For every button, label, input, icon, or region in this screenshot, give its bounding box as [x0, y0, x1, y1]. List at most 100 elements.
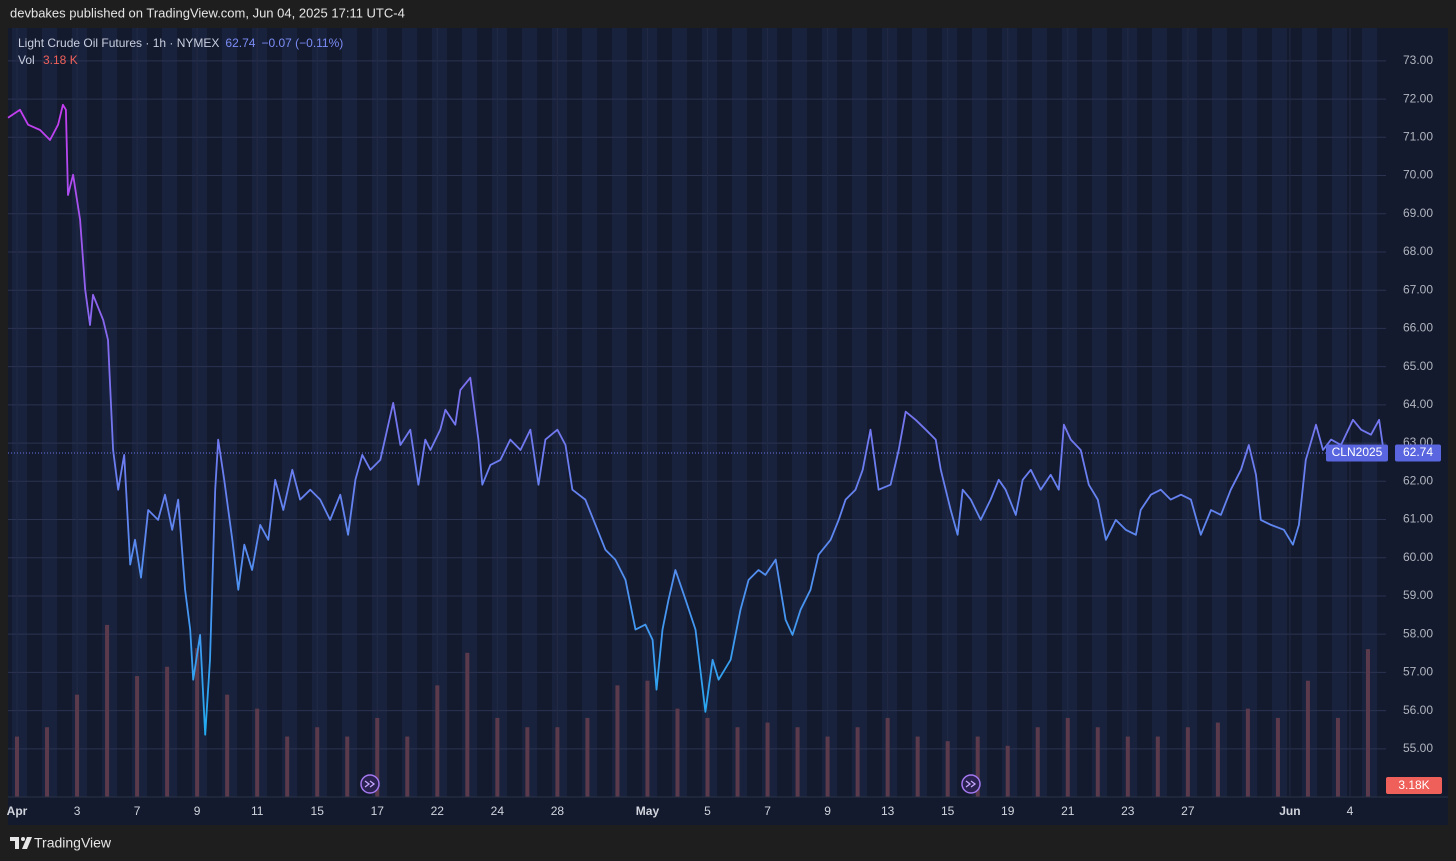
y-tick-label: 73.00 — [1403, 53, 1433, 67]
footer-brand: TradingView — [34, 835, 112, 851]
y-tick-label: 60.00 — [1403, 550, 1433, 564]
volume-bar — [1335, 717, 1340, 797]
x-tick-label: 19 — [1001, 804, 1015, 818]
volume-bar — [165, 666, 170, 797]
symbol-badge-bg — [1326, 444, 1388, 462]
volume-value: 3.18 K — [43, 53, 78, 67]
x-tick-label: 9 — [824, 804, 831, 818]
x-tick-label: 23 — [1121, 804, 1135, 818]
y-tick-label: 71.00 — [1403, 129, 1433, 143]
x-tick-label: 22 — [431, 804, 445, 818]
volume-bar — [225, 694, 230, 797]
x-tick-label: 7 — [764, 804, 771, 818]
x-tick-label: May — [636, 804, 660, 818]
volume-bar — [525, 727, 530, 797]
publish-title: devbakes published on TradingView.com, J… — [10, 5, 405, 20]
volume-bar — [1245, 708, 1250, 797]
event-icon — [360, 774, 380, 794]
volume-bar — [135, 676, 140, 797]
symbol-title: Light Crude Oil Futures · 1h · NYMEX — [18, 36, 219, 50]
volume-bar — [885, 717, 890, 797]
volume-bar — [465, 652, 470, 797]
symbol-badge: CLN2025 — [1332, 445, 1383, 459]
x-tick-label: 13 — [881, 804, 895, 818]
x-tick-label: 3 — [74, 804, 81, 818]
volume-bar — [1005, 745, 1010, 797]
volume-bar — [1125, 736, 1130, 797]
volume-bar — [255, 708, 260, 797]
y-tick-label: 66.00 — [1403, 321, 1433, 335]
volume-bar — [1365, 649, 1370, 797]
volume-bar — [1155, 736, 1160, 797]
volume-bar — [765, 722, 770, 797]
volume-bar — [405, 736, 410, 797]
price-change: −0.07 (−0.11%) — [261, 36, 343, 50]
volume-bar — [915, 736, 920, 797]
y-tick-label: 55.00 — [1403, 741, 1433, 755]
volume-bar — [1095, 727, 1100, 797]
footer — [0, 825, 1456, 861]
y-tick-label: 56.00 — [1403, 703, 1433, 717]
volume-bar — [825, 736, 830, 797]
volume-bar — [945, 741, 950, 797]
y-tick-label: 67.00 — [1403, 282, 1433, 296]
volume-bar — [735, 727, 740, 797]
x-tick-label: 27 — [1181, 804, 1195, 818]
x-tick-label: 5 — [704, 804, 711, 818]
x-tick-label: 15 — [941, 804, 955, 818]
volume-bar — [15, 736, 20, 797]
x-tick-label: 21 — [1061, 804, 1075, 818]
y-tick-label: 70.00 — [1403, 168, 1433, 182]
volume-bar — [495, 717, 500, 797]
volume-bar — [555, 727, 560, 797]
volume-bar — [615, 685, 620, 797]
y-tick-label: 57.00 — [1403, 665, 1433, 679]
x-tick-label: Apr — [7, 804, 28, 818]
session-bands — [12, 28, 1377, 797]
volume-badge-bg — [1386, 777, 1442, 794]
volume-bar — [1305, 680, 1310, 797]
volume-bar — [1035, 727, 1040, 797]
y-tick-label: 58.00 — [1403, 626, 1433, 640]
volume-bar — [195, 648, 200, 797]
volume-bar — [75, 694, 80, 797]
x-tick-label: 7 — [134, 804, 141, 818]
tradingview-logo — [10, 837, 32, 849]
chart-panel — [8, 28, 1448, 825]
y-tick-label: 65.00 — [1403, 359, 1433, 373]
volume-bar — [1065, 717, 1070, 797]
last-price-badge-bg — [1395, 444, 1441, 462]
x-tick-label: Jun — [1279, 804, 1300, 818]
volume-bar — [705, 717, 710, 797]
y-tick-label: 59.00 — [1403, 588, 1433, 602]
volume-bar — [585, 717, 590, 797]
volume-bar — [45, 727, 50, 797]
volume-bar — [1215, 722, 1220, 797]
x-tick-label: 24 — [491, 804, 505, 818]
x-tick-label: 17 — [371, 804, 385, 818]
volume-bar — [435, 685, 440, 797]
volume-bar — [795, 727, 800, 797]
volume-bar — [645, 680, 650, 797]
price-axis — [1386, 28, 1448, 798]
volume-bar — [855, 727, 860, 797]
x-tick-label: 11 — [251, 804, 264, 818]
volume-bar — [375, 717, 380, 797]
volume-bar — [975, 736, 980, 797]
volume-badge: 3.18K — [1398, 778, 1429, 792]
volume-title: Vol — [18, 53, 35, 67]
y-tick-label: 72.00 — [1403, 91, 1433, 105]
x-tick-label: 15 — [311, 804, 325, 818]
y-tick-label: 68.00 — [1403, 244, 1433, 258]
y-tick-label: 69.00 — [1403, 206, 1433, 220]
volume-bar — [1185, 727, 1190, 797]
volume-bar — [315, 727, 320, 797]
volume-bar — [1275, 717, 1280, 797]
y-tick-label: 62.00 — [1403, 473, 1433, 487]
volume-bar — [345, 736, 350, 797]
top-bar — [0, 0, 1456, 28]
event-icon — [961, 774, 981, 794]
y-tick-label: 64.00 — [1403, 397, 1433, 411]
x-tick-label: 9 — [194, 804, 201, 818]
